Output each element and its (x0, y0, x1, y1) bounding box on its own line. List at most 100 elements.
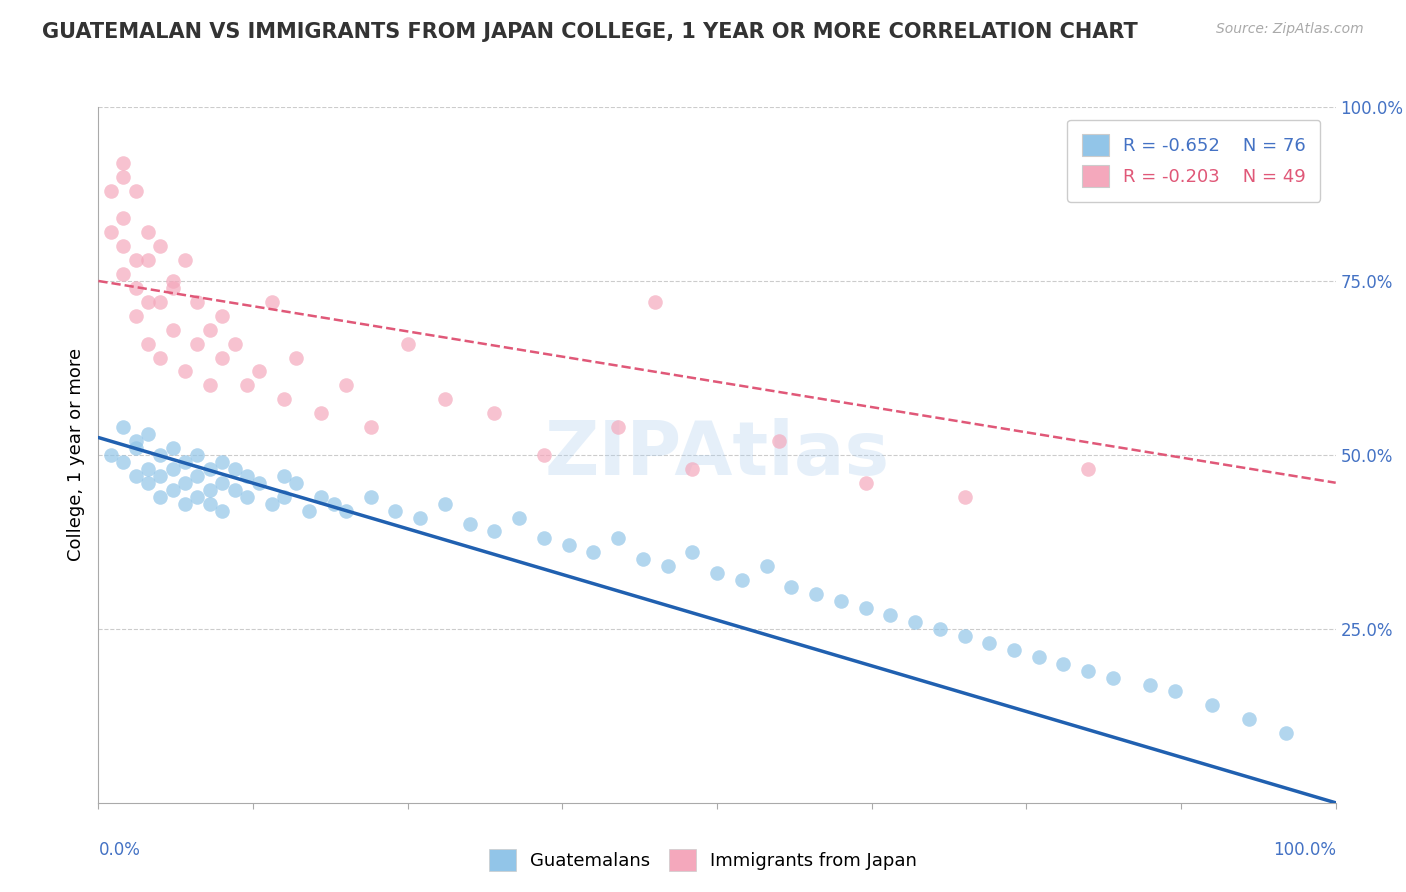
Point (236, 490, 259, 504)
Point (582, 545, 605, 559)
Point (557, 538, 579, 552)
Point (360, 490, 382, 504)
Point (186, 448, 208, 462)
Text: 0.0%: 0.0% (98, 841, 141, 859)
Point (149, 448, 172, 462)
Point (433, 497, 456, 511)
Point (681, 462, 703, 476)
Point (136, 462, 159, 476)
Point (198, 483, 221, 497)
Point (484, 406, 506, 420)
Point (100, 225, 122, 239)
Point (396, 336, 419, 351)
Point (533, 448, 555, 462)
Point (298, 503, 321, 517)
Point (879, 607, 901, 622)
Point (112, 455, 135, 469)
Point (198, 462, 221, 476)
Point (1275, 726, 1298, 740)
Point (335, 503, 357, 517)
Point (211, 309, 233, 323)
Point (607, 420, 630, 434)
Point (136, 475, 159, 490)
Point (112, 420, 135, 434)
Point (1028, 649, 1050, 664)
Point (260, 497, 283, 511)
Point (162, 462, 184, 476)
Point (433, 392, 456, 407)
Point (136, 253, 159, 268)
Point (224, 462, 246, 476)
Point (273, 490, 295, 504)
Point (149, 294, 172, 309)
Point (1201, 698, 1223, 713)
Point (731, 573, 754, 587)
Point (768, 434, 790, 448)
Point (904, 615, 927, 629)
Point (236, 468, 259, 483)
Point (260, 294, 283, 309)
Text: 100.0%: 100.0% (1272, 841, 1336, 859)
Point (855, 475, 877, 490)
Point (236, 378, 259, 392)
Point (979, 636, 1001, 650)
Point (136, 427, 159, 442)
Point (198, 497, 221, 511)
Point (484, 524, 506, 539)
Point (149, 490, 172, 504)
Point (780, 580, 803, 594)
Point (855, 601, 877, 615)
Point (149, 239, 172, 253)
Point (953, 629, 976, 643)
Point (124, 468, 146, 483)
Point (211, 455, 233, 469)
Point (124, 184, 146, 198)
Point (409, 510, 432, 524)
Point (830, 594, 852, 608)
Point (657, 559, 679, 574)
Y-axis label: College, 1 year or more: College, 1 year or more (66, 349, 84, 561)
Point (458, 517, 481, 532)
Point (136, 294, 159, 309)
Point (124, 434, 146, 448)
Point (198, 323, 221, 337)
Point (1164, 684, 1187, 698)
Point (186, 490, 208, 504)
Point (309, 490, 332, 504)
Point (285, 475, 308, 490)
Point (162, 483, 184, 497)
Text: ZIPAtlas: ZIPAtlas (544, 418, 890, 491)
Point (124, 441, 146, 455)
Point (1077, 664, 1099, 678)
Point (174, 364, 197, 378)
Point (755, 559, 778, 574)
Point (1002, 642, 1025, 657)
Legend: R = -0.652    N = 76, R = -0.203    N = 49: R = -0.652 N = 76, R = -0.203 N = 49 (1067, 120, 1320, 202)
Point (224, 336, 246, 351)
Text: GUATEMALAN VS IMMIGRANTS FROM JAPAN COLLEGE, 1 YEAR OR MORE CORRELATION CHART: GUATEMALAN VS IMMIGRANTS FROM JAPAN COLL… (42, 22, 1137, 42)
Point (186, 336, 208, 351)
Point (953, 490, 976, 504)
Point (1052, 657, 1074, 671)
Point (285, 351, 308, 365)
Point (1139, 677, 1161, 691)
Point (124, 309, 146, 323)
Point (607, 532, 630, 546)
Point (1077, 462, 1099, 476)
Point (149, 468, 172, 483)
Point (124, 253, 146, 268)
Point (804, 587, 827, 601)
Point (211, 475, 233, 490)
Point (186, 294, 208, 309)
Point (112, 267, 135, 281)
Legend: Guatemalans, Immigrants from Japan: Guatemalans, Immigrants from Japan (482, 842, 924, 879)
Point (533, 532, 555, 546)
Point (186, 468, 208, 483)
Point (174, 455, 197, 469)
Point (273, 392, 295, 407)
Point (681, 545, 703, 559)
Point (100, 184, 122, 198)
Point (211, 351, 233, 365)
Point (174, 475, 197, 490)
Point (162, 274, 184, 288)
